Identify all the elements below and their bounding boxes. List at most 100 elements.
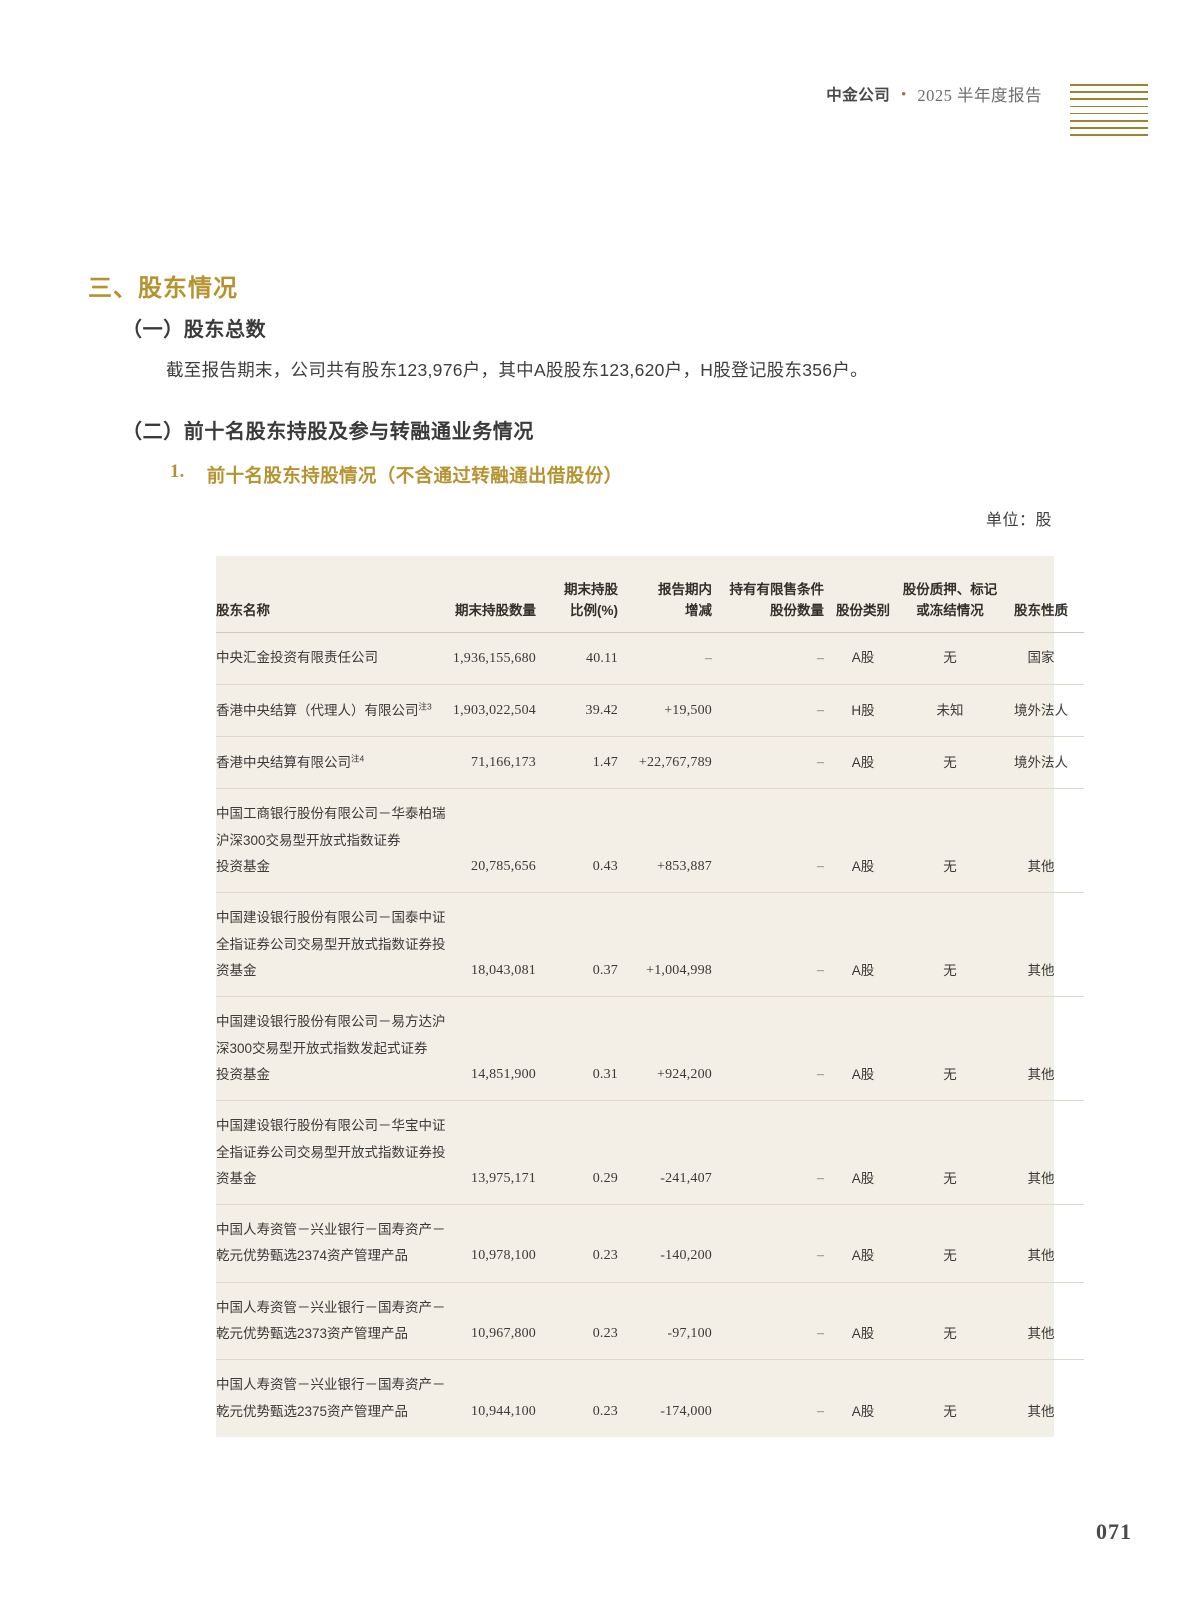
cell-period-change-value: +924,200	[657, 1066, 712, 1082]
cell-shareholder-name: 中央汇金投资有限责任公司	[216, 632, 428, 685]
cell-shareholder-nature: 其他	[998, 788, 1084, 894]
deco-line	[1070, 120, 1148, 122]
table-row: 中国工商银行股份有限公司－华泰柏瑞 沪深300交易型开放式指数证券 投资基金 20,7…	[216, 788, 1084, 894]
cell-holding-percentage-value: 0.23	[592, 1248, 618, 1264]
cell-shares-held-value: 13,975,171	[471, 1170, 536, 1186]
cell-shares-held: 13,975,171	[428, 1100, 536, 1206]
cell-pledge-status: 无	[902, 996, 998, 1102]
cell-share-class-value: A股	[851, 1066, 875, 1082]
cell-period-change-value: -241,407	[660, 1170, 712, 1186]
col-header-share-class: 股份类别	[824, 556, 902, 633]
deco-line	[1070, 84, 1148, 86]
cell-share-class: A股	[824, 1360, 902, 1437]
shareholder-name-line: 投资基金	[216, 1066, 270, 1082]
cell-restricted-shares-value: –	[817, 1170, 824, 1186]
cell-shareholder-nature-value: 其他	[1027, 962, 1055, 978]
cell-period-change: -97,100	[618, 1282, 712, 1361]
cell-period-change-value: –	[705, 650, 712, 666]
cell-shares-held: 10,978,100	[428, 1204, 536, 1283]
cell-restricted-shares-value: –	[817, 859, 824, 875]
cell-shareholder-name: 中国建设银行股份有限公司－国泰中证 全指证券公司交易型开放式指数证券投 资基金	[216, 892, 446, 998]
cell-shareholder-nature: 其他	[998, 1282, 1084, 1361]
cell-pledge-status-value: 无	[943, 1326, 957, 1342]
cell-pledge-status: 无	[902, 1282, 998, 1361]
cell-period-change: +924,200	[618, 996, 712, 1102]
cell-pledge-status: 未知	[902, 684, 998, 738]
table-row: 中国人寿资管－兴业银行－国寿资产－ 乾元优势甄选2374资产管理产品 10,978,…	[216, 1204, 1084, 1283]
cell-period-change: +853,887	[618, 788, 712, 894]
cell-restricted-shares: –	[712, 736, 824, 790]
col-header-holding-percentage: 期末持股 比例(%)	[536, 556, 618, 633]
cell-pledge-status-value: 无	[943, 650, 957, 666]
cell-shares-held: 18,043,081	[428, 892, 536, 998]
cell-shareholder-nature-value: 国家	[1027, 650, 1055, 666]
subsection-heading-top-ten: （二）前十名股东持股及参与转融通业务情况	[122, 421, 534, 443]
deco-line	[1070, 91, 1148, 93]
cell-restricted-shares: –	[712, 1282, 824, 1361]
shareholder-name-line: 中国人寿资管－兴业银行－国寿资产－	[216, 1377, 446, 1393]
cell-shares-held-value: 10,967,800	[471, 1326, 536, 1342]
cell-restricted-shares: –	[712, 788, 824, 894]
deco-line	[1070, 134, 1148, 136]
page-number: 071	[1096, 1519, 1132, 1544]
deco-line	[1070, 105, 1148, 108]
cell-share-class-value: A股	[851, 1248, 875, 1264]
cell-shareholder-nature: 境外法人	[998, 736, 1084, 790]
cell-share-class-value: A股	[851, 755, 875, 771]
cell-shares-held-value: 10,944,100	[471, 1403, 536, 1419]
cell-shareholder-nature-value: 其他	[1027, 859, 1055, 875]
cell-holding-percentage: 0.23	[536, 1204, 618, 1283]
cell-shares-held: 10,944,100	[428, 1360, 536, 1437]
cell-pledge-status-value: 无	[943, 1170, 957, 1186]
cell-pledge-status: 无	[902, 892, 998, 998]
cell-shares-held: 10,967,800	[428, 1282, 536, 1361]
cell-period-change: -140,200	[618, 1204, 712, 1283]
cell-shares-held: 1,903,022,504	[428, 684, 536, 738]
table-row: 香港中央结算（代理人）有限公司注3 1,903,022,504 39.42 +19,5…	[216, 684, 1084, 738]
cell-holding-percentage-value: 39.42	[585, 702, 618, 718]
cell-holding-percentage-value: 1.47	[592, 755, 618, 771]
cell-holding-percentage-value: 0.23	[592, 1403, 618, 1419]
cell-holding-percentage: 0.29	[536, 1100, 618, 1206]
shareholder-total-paragraph: 截至报告期末，公司共有股东123,976户，其中A股股东123,620户，H股登…	[166, 360, 868, 380]
table-body: 中央汇金投资有限责任公司 1,936,155,680 40.11– – A股无国家 香港中…	[216, 632, 1084, 1437]
shareholder-name-line: 中国人寿资管－兴业银行－国寿资产－	[216, 1222, 446, 1238]
running-header-report-title: 2025 半年度报告	[917, 86, 1042, 105]
subsection-heading-shareholder-total: （一）股东总数	[122, 319, 267, 341]
cell-period-change-value: +1,004,998	[646, 962, 712, 978]
cell-pledge-status: 无	[902, 1204, 998, 1283]
cell-shares-held: 71,166,173	[428, 736, 536, 790]
col-header-shareholder-nature: 股东性质	[998, 556, 1084, 633]
cell-share-class: A股	[824, 996, 902, 1102]
footnote-marker: 注3	[418, 701, 432, 712]
cell-restricted-shares-value: –	[817, 1066, 824, 1082]
table-row: 中央汇金投资有限责任公司 1,936,155,680 40.11 – – A股 无 国家	[216, 632, 1084, 685]
cell-share-class: A股	[824, 1282, 902, 1361]
deco-line	[1070, 112, 1148, 115]
cell-share-class-value: H股	[851, 702, 875, 718]
table-row: 中国人寿资管－兴业银行－国寿资产－ 乾元优势甄选2373资产管理产品 10,967,…	[216, 1282, 1084, 1361]
shareholder-name-line: 中国人寿资管－兴业银行－国寿资产－	[216, 1299, 446, 1315]
table-row: 中国建设银行股份有限公司－国泰中证 全指证券公司交易型开放式指数证券投 资基金 18,…	[216, 892, 1084, 998]
cell-shares-held-value: 1,936,155,680	[452, 650, 536, 666]
cell-shareholder-nature-value: 其他	[1027, 1248, 1055, 1264]
cell-shareholder-nature-value: 其他	[1027, 1170, 1055, 1186]
cell-restricted-shares: –	[712, 892, 824, 998]
shareholder-name-line: 乾元优势甄选2374资产管理产品	[216, 1248, 409, 1264]
cell-shareholder-nature-value: 其他	[1027, 1326, 1055, 1342]
cell-restricted-shares: –	[712, 1204, 824, 1283]
col-header-shares-held: 期末持股数量	[428, 556, 536, 633]
cell-shareholder-name: 中国人寿资管－兴业银行－国寿资产－ 乾元优势甄选2373资产管理产品	[216, 1282, 446, 1361]
cell-restricted-shares-value: –	[817, 650, 824, 666]
cell-shareholder-nature-value: 境外法人	[1014, 755, 1068, 771]
shareholder-name-line: 投资基金	[216, 859, 270, 875]
deco-line	[1070, 127, 1148, 129]
shareholder-name-line: 中央汇金投资有限责任公司	[216, 650, 378, 666]
shareholder-name-line: 全指证券公司交易型开放式指数证券投	[216, 1144, 446, 1160]
cell-restricted-shares: –	[712, 632, 824, 685]
shareholder-name-line: 中国建设银行股份有限公司－易方达沪	[216, 1014, 446, 1030]
cell-holding-percentage: 0.23	[536, 1360, 618, 1437]
cell-pledge-status: 无	[902, 1360, 998, 1437]
cell-period-change-value: +853,887	[657, 859, 712, 875]
